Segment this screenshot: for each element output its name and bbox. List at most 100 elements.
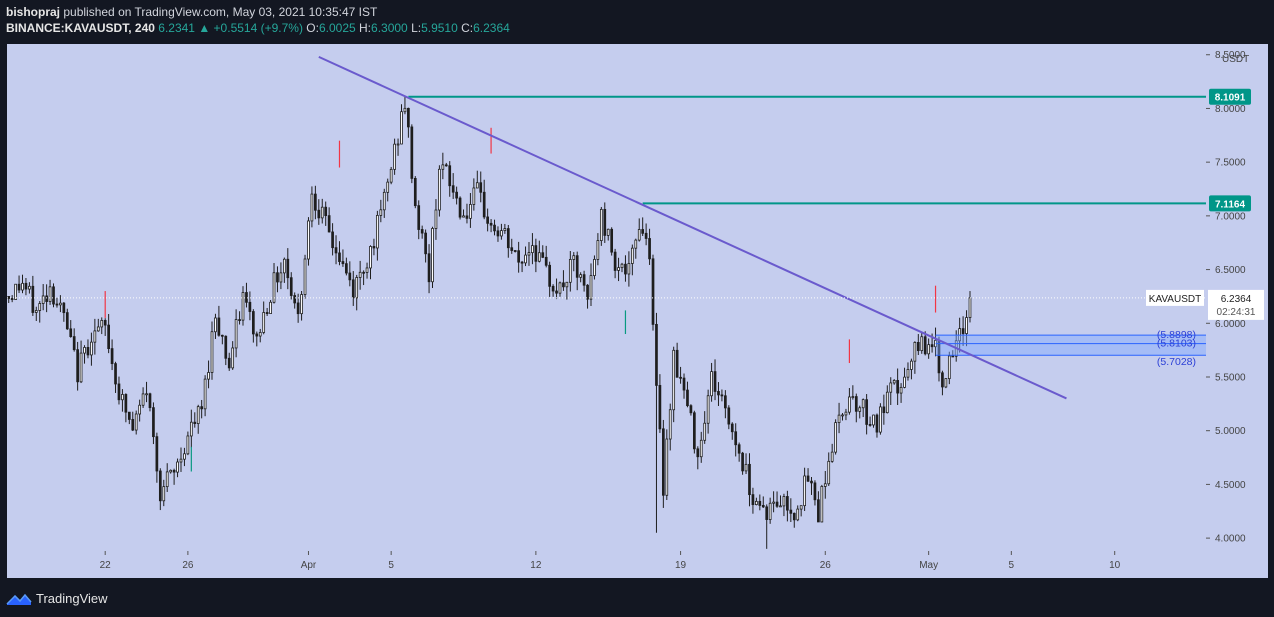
- candle-body: [686, 389, 689, 407]
- y-tick-label: 6.5000: [1215, 265, 1246, 276]
- candle-body: [110, 348, 114, 365]
- candle-body: [196, 406, 200, 424]
- candle-body: [551, 285, 555, 292]
- candle-body: [834, 422, 837, 453]
- candle-body: [358, 271, 362, 278]
- candle-body: [210, 331, 214, 373]
- candle-body: [376, 215, 379, 249]
- candle-body: [303, 258, 307, 295]
- candle-body: [906, 369, 910, 378]
- candle-body: [10, 298, 14, 300]
- candle-body: [765, 506, 769, 520]
- candle-body: [662, 428, 665, 496]
- candle-body: [586, 284, 589, 300]
- candle-body: [896, 380, 899, 394]
- candle-body: [451, 185, 455, 193]
- candle-body: [720, 394, 724, 397]
- candle-body: [803, 475, 806, 507]
- candle-body: [734, 431, 738, 446]
- candle-body: [610, 228, 614, 253]
- candle-body: [48, 286, 52, 302]
- candle-body: [713, 371, 717, 392]
- resistance-price-label: 8.1091: [1215, 93, 1246, 104]
- candle-body: [627, 263, 631, 275]
- candle-body: [710, 371, 713, 397]
- candle-body: [158, 470, 162, 502]
- candle-body: [114, 363, 117, 385]
- candle-body: [214, 317, 217, 333]
- candle-body: [310, 193, 314, 222]
- candle-body: [596, 240, 600, 260]
- candle-body: [630, 247, 634, 264]
- x-tick-label: Apr: [301, 560, 317, 571]
- candle-body: [493, 224, 496, 232]
- x-tick-label: 5: [388, 560, 394, 571]
- candle-body: [407, 107, 410, 128]
- candle-body: [400, 111, 403, 145]
- candle-body: [355, 277, 359, 299]
- candle-body: [413, 178, 417, 207]
- x-tick-label: 12: [530, 560, 542, 571]
- candle-body: [152, 407, 155, 438]
- candle-body: [327, 215, 331, 233]
- candle-body: [200, 406, 204, 410]
- trend-line[interactable]: [318, 55, 1067, 400]
- candle-body: [465, 215, 469, 219]
- candle-body: [620, 263, 624, 269]
- candle-body: [868, 424, 872, 426]
- candle-body: [761, 505, 765, 508]
- candle-body: [96, 326, 100, 332]
- candle-body: [469, 204, 472, 219]
- candle-body: [606, 228, 610, 236]
- candle-body: [699, 439, 703, 458]
- candle-body: [300, 294, 303, 315]
- symbol-info: BINANCE:KAVAUSDT, 240 6.2341 ▲ +0.5514 (…: [6, 21, 510, 36]
- candle-body: [617, 267, 620, 271]
- author-name[interactable]: bishopraj: [6, 5, 61, 19]
- candle-body: [17, 283, 21, 291]
- candle-body: [379, 209, 383, 216]
- candle-body: [961, 328, 965, 334]
- candle-body: [76, 349, 79, 383]
- candle-body: [624, 263, 627, 275]
- candle-body: [224, 335, 228, 359]
- candle-body: [386, 181, 390, 193]
- candle-body: [579, 274, 583, 278]
- candle-body: [107, 324, 110, 350]
- candle-body: [486, 216, 489, 224]
- y-tick-label: 4.5000: [1215, 480, 1246, 491]
- time-axis[interactable]: [7, 551, 1206, 578]
- candle-body: [65, 312, 69, 330]
- x-tick-label: 5: [1009, 560, 1015, 571]
- candle-body: [930, 344, 934, 348]
- high-value: 6.3000: [371, 21, 408, 35]
- candle-body: [372, 246, 376, 249]
- candle-body: [345, 263, 348, 274]
- candle-body: [844, 411, 848, 416]
- candle-body: [276, 272, 279, 283]
- resistance-price-label: 7.1164: [1215, 199, 1245, 210]
- candle-body: [307, 220, 310, 260]
- support-zone[interactable]: [935, 335, 1206, 345]
- low-label: L:: [411, 21, 422, 35]
- candle-body: [396, 143, 400, 146]
- candle-body: [772, 501, 775, 504]
- candle-body: [455, 191, 458, 199]
- open-label: O:: [306, 21, 319, 35]
- candle-body: [916, 342, 920, 352]
- candle-body: [475, 182, 479, 189]
- tradingview-branding[interactable]: TradingView: [6, 591, 108, 606]
- candle-body: [479, 182, 483, 193]
- bar-countdown-label: 02:24:31: [1217, 307, 1256, 318]
- candle-body: [176, 461, 179, 473]
- candle-body: [854, 396, 858, 412]
- y-tick-label: 7.0000: [1215, 211, 1246, 222]
- price-label-badge: [1209, 88, 1251, 105]
- candle-body: [923, 336, 927, 355]
- candle-body: [541, 252, 545, 258]
- candle-body: [613, 251, 617, 271]
- support-zone[interactable]: [935, 344, 1206, 356]
- candle-body: [593, 258, 596, 277]
- candle-body: [589, 275, 593, 300]
